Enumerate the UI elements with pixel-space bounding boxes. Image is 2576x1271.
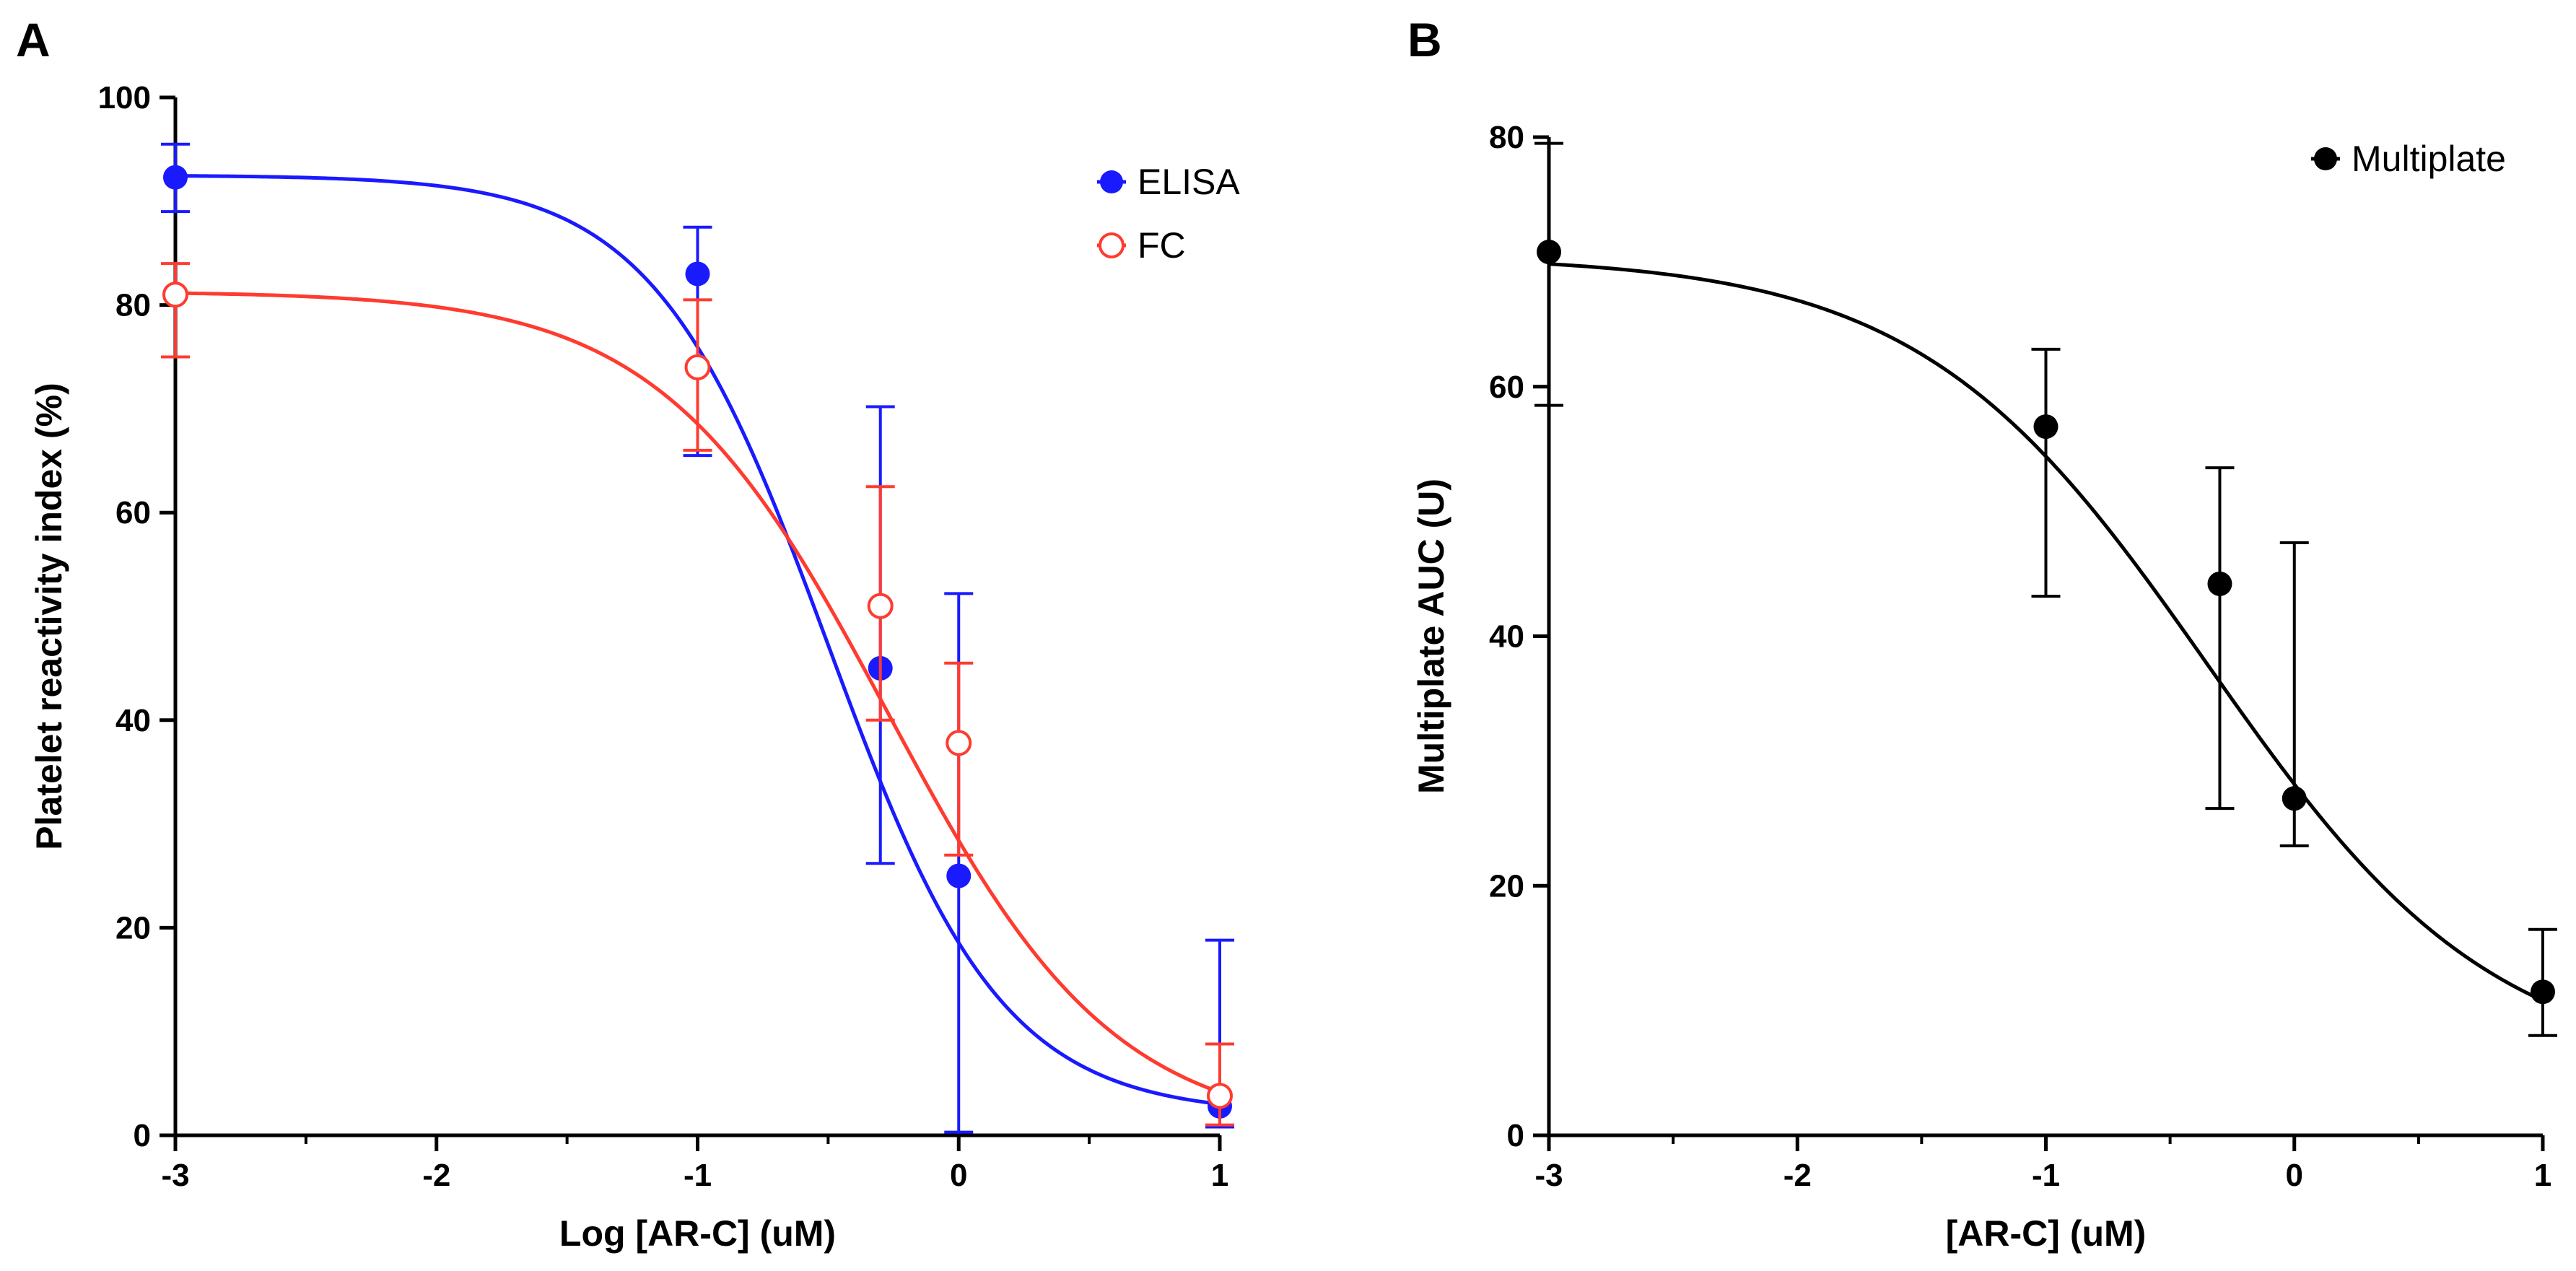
legend-item-elisa: ELISA	[1097, 162, 1240, 202]
legend-item-fc: FC	[1097, 225, 1186, 266]
y-tick-label: 0	[1507, 1118, 1524, 1153]
series-fc	[161, 262, 1234, 1127]
data-point	[867, 593, 894, 619]
x-tick-label: -1	[684, 1158, 712, 1193]
x-tick-label: -3	[161, 1158, 189, 1193]
data-point	[1537, 240, 1561, 265]
x-tick-label: 0	[2286, 1158, 2303, 1193]
error-bar	[2031, 347, 2061, 598]
data-point	[2282, 786, 2307, 811]
x-tick-label: 0	[950, 1158, 967, 1193]
data-point	[946, 863, 972, 888]
panel-letter: B	[1407, 13, 1442, 66]
panel-letter: A	[16, 13, 51, 66]
legend-item-multiplate: Multiplate	[2311, 139, 2506, 179]
y-tick-label: 20	[1489, 868, 1524, 904]
x-tick-label: 1	[2534, 1158, 2551, 1193]
y-tick-label: 80	[1489, 120, 1524, 155]
x-tick-label: -2	[422, 1158, 450, 1193]
data-point	[946, 730, 972, 756]
data-point	[2033, 414, 2058, 440]
data-point	[685, 261, 710, 287]
legend-marker	[2314, 147, 2337, 170]
y-tick-label: 40	[1489, 619, 1524, 655]
legend-label: FC	[1138, 225, 1186, 266]
data-point	[162, 281, 188, 308]
error-bar	[2205, 466, 2235, 811]
y-tick-label: 20	[115, 910, 151, 945]
x-tick-label: -1	[2032, 1158, 2060, 1193]
y-axis-title: Multiplate AUC (U)	[1411, 479, 1451, 794]
legend-marker	[1100, 170, 1123, 193]
error-bar	[161, 262, 190, 359]
data-point	[684, 354, 711, 380]
legend-marker	[1099, 232, 1125, 258]
series-multiplate	[1534, 141, 2557, 1037]
series-elisa	[161, 142, 1234, 1134]
x-tick-label: -3	[1534, 1158, 1563, 1193]
legend-label: ELISA	[1138, 162, 1240, 202]
y-tick-label: 100	[98, 80, 151, 115]
error-bar	[1534, 141, 1563, 407]
y-tick-label: 60	[1489, 370, 1524, 405]
x-axis-title: Log [AR-C] (uM)	[559, 1213, 836, 1254]
y-tick-label: 60	[115, 495, 151, 530]
y-tick-label: 40	[115, 703, 151, 738]
y-axis-title: Platelet reactivity index (%)	[29, 383, 69, 849]
data-point	[2531, 979, 2555, 1005]
error-bar	[944, 661, 974, 857]
x-tick-label: -2	[1783, 1158, 1812, 1193]
y-tick-label: 0	[134, 1118, 151, 1153]
legend-label: Multiplate	[2352, 139, 2506, 179]
x-tick-label: 1	[1211, 1158, 1228, 1193]
data-point	[1207, 1083, 1233, 1109]
x-axis-title: [AR-C] (uM)	[1946, 1213, 2147, 1254]
data-point	[2207, 571, 2232, 596]
data-point	[163, 165, 188, 190]
y-tick-label: 80	[115, 288, 151, 323]
